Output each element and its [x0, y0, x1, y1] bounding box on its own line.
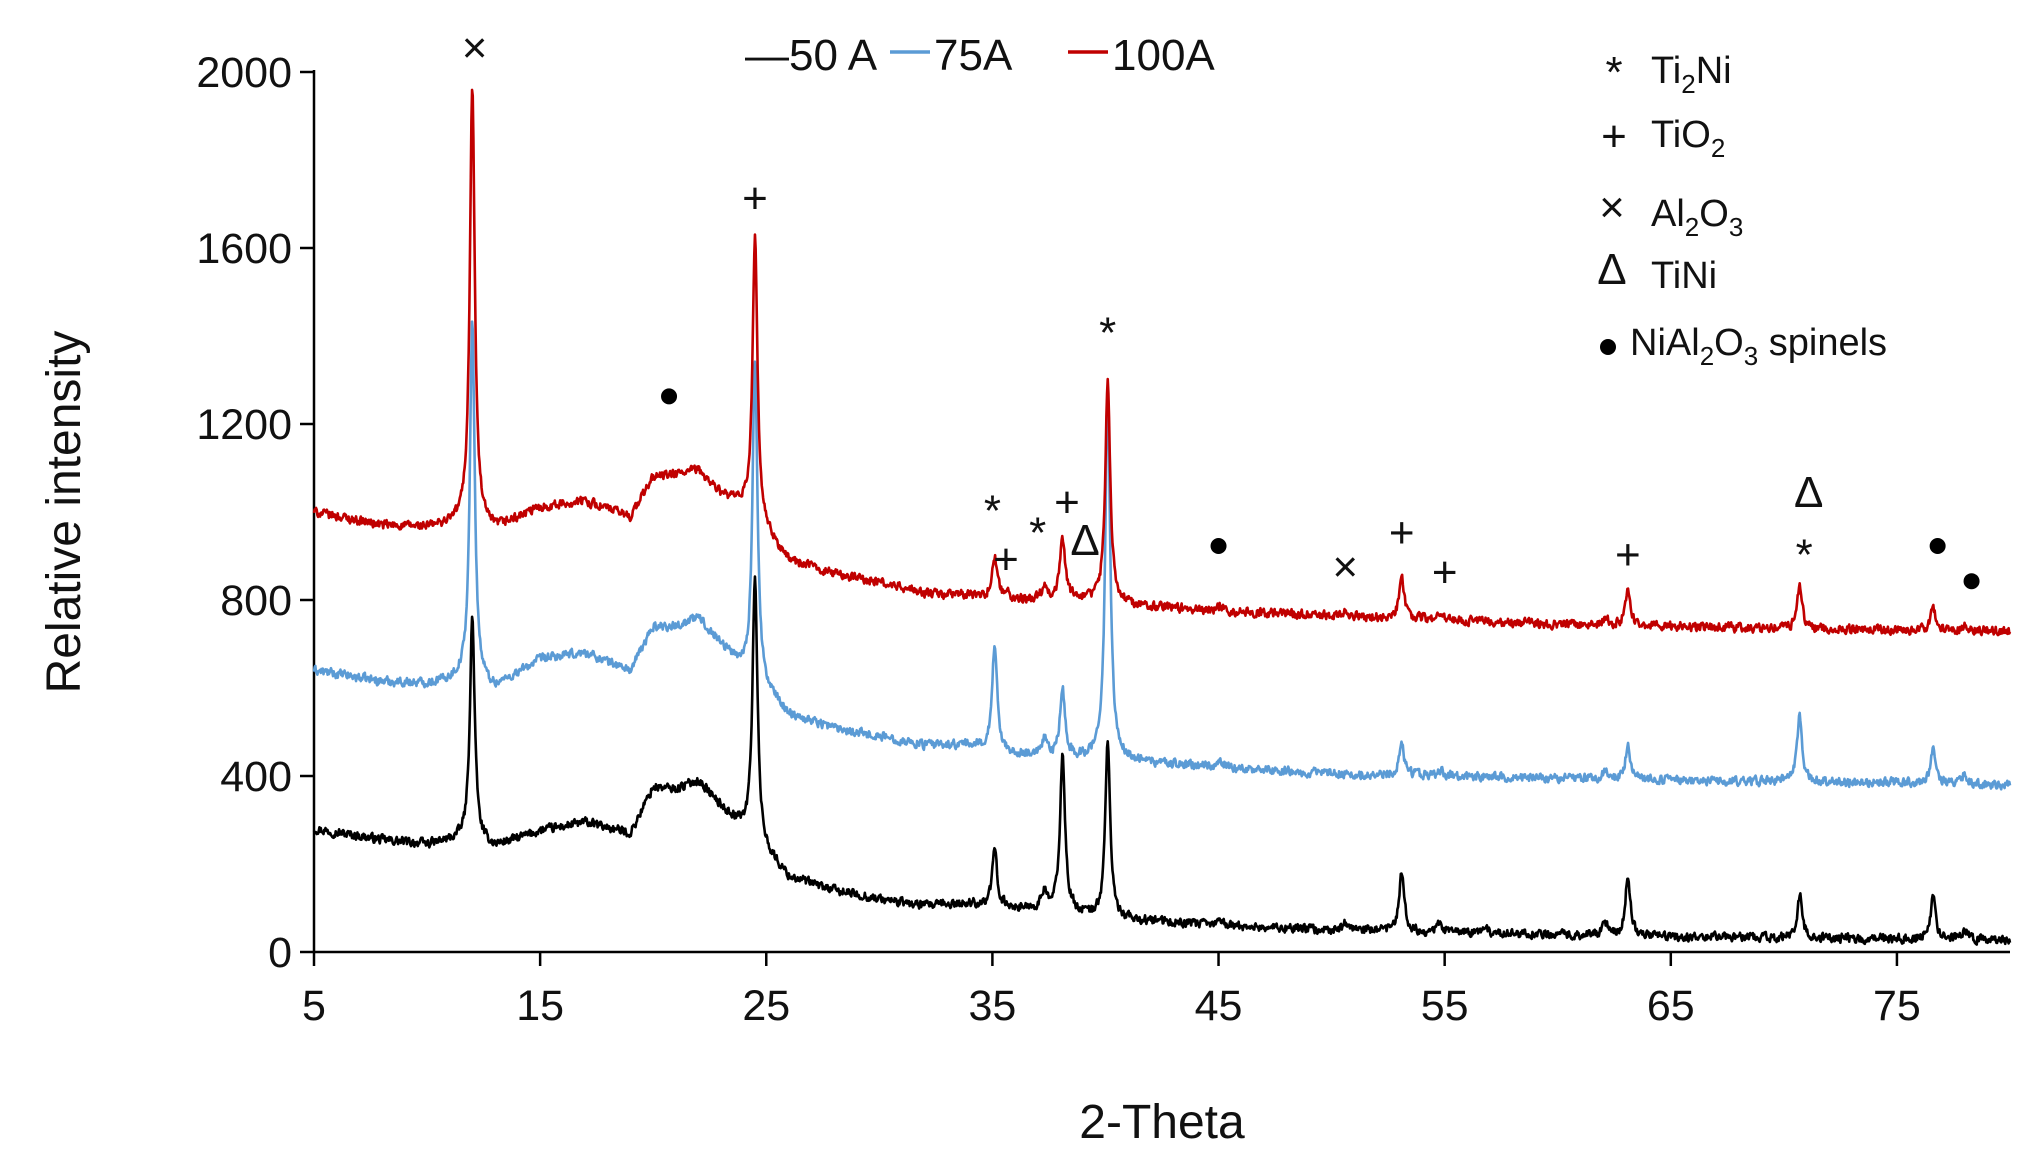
series-line-50a — [312, 575, 2012, 946]
phase-marker: × — [462, 23, 488, 72]
phase-markers-group: ×+**+*+Δ×++ + *Δ — [462, 23, 1980, 597]
phase-legend-label: Al2O3 — [1651, 193, 1743, 242]
phase-legend-symbol: + — [1601, 112, 1627, 161]
y-tick-label: 800 — [220, 577, 292, 625]
label-part: O — [1714, 322, 1744, 364]
series-line-100a — [312, 88, 2012, 637]
subscript: 2 — [1700, 341, 1714, 371]
legend-label: —50 A — [745, 31, 878, 80]
axes-group: 0 400 800 1200 1600 2000 5 15 25 35 45 55 65 75 2-Thet… — [38, 49, 2010, 1149]
phase-legend-symbol — [1600, 339, 1616, 355]
x-tick-label: 75 — [1873, 982, 1921, 1030]
y-tick-label: 0 — [268, 929, 292, 977]
subscript: 3 — [1744, 341, 1758, 371]
phase-legend-symbol: Δ — [1597, 245, 1626, 294]
phase-marker: Δ — [1070, 516, 1099, 565]
series-group — [312, 88, 2012, 946]
y-tick-label: 1600 — [196, 225, 292, 273]
label-part: Al — [1651, 193, 1685, 235]
legend-label: 75A — [934, 31, 1013, 80]
x-tick-label: 25 — [742, 982, 790, 1030]
phase-marker: + — [993, 535, 1019, 584]
phase-marker-dot — [1929, 538, 1946, 554]
phase-marker: × — [1332, 543, 1358, 592]
x-tick-label: 65 — [1647, 982, 1695, 1030]
label-part: Ni — [1696, 50, 1732, 92]
phase-marker: * — [1099, 308, 1116, 357]
phase-marker: + — [1054, 478, 1080, 527]
subscript: 3 — [1729, 212, 1743, 242]
phase-legend-label: NiAl2O3 spinels — [1630, 322, 1887, 371]
x-tick-label: 15 — [516, 982, 564, 1030]
phase-marker: + — [742, 174, 768, 223]
x-tick-label: 55 — [1421, 982, 1469, 1030]
phase-marker-dot — [1963, 573, 1980, 590]
phase-legend-label: Ti2Ni — [1651, 50, 1732, 99]
phase-marker: + — [1615, 531, 1641, 580]
phase-legend-label: TiO2 — [1651, 114, 1725, 163]
x-tick-label: 35 — [968, 982, 1016, 1030]
y-tick-label: 1200 — [196, 401, 292, 449]
y-tick-label: 2000 — [196, 49, 292, 97]
y-axis-title: Relative intensity — [38, 331, 91, 694]
phase-marker: * — [1029, 509, 1046, 558]
series-legend: —50 A 75A 100A — [745, 31, 1215, 80]
phase-marker: * — [1796, 531, 1813, 580]
phase-legend-label: TiNi — [1651, 255, 1717, 297]
label-part: NiAl — [1630, 322, 1700, 364]
phase-marker: + — [1432, 548, 1458, 597]
phase-legend-symbol: × — [1599, 183, 1625, 232]
phase-marker-dot — [1210, 538, 1227, 554]
phase-marker: + — [1389, 509, 1415, 558]
subscript: 2 — [1685, 212, 1699, 242]
x-axis-title: 2-Theta — [1079, 1096, 1245, 1149]
phase-marker-dot — [661, 388, 678, 405]
x-tick-label: 45 — [1195, 982, 1243, 1030]
subscript: 2 — [1681, 69, 1695, 99]
label-part: O — [1699, 193, 1729, 235]
phase-legend-symbol: * — [1605, 48, 1622, 97]
label-part: spinels — [1758, 322, 1887, 364]
legend-label: 100A — [1112, 31, 1215, 80]
label-part: TiNi — [1651, 255, 1717, 297]
phase-marker: Δ — [1794, 468, 1823, 517]
label-part: TiO — [1651, 114, 1711, 156]
series-line-75a — [312, 320, 2012, 791]
x-tick-label: 5 — [302, 982, 326, 1030]
label-part: Ti — [1651, 50, 1681, 92]
subscript: 2 — [1711, 133, 1725, 163]
phase-marker: * — [984, 487, 1001, 536]
y-tick-label: 400 — [220, 753, 292, 801]
